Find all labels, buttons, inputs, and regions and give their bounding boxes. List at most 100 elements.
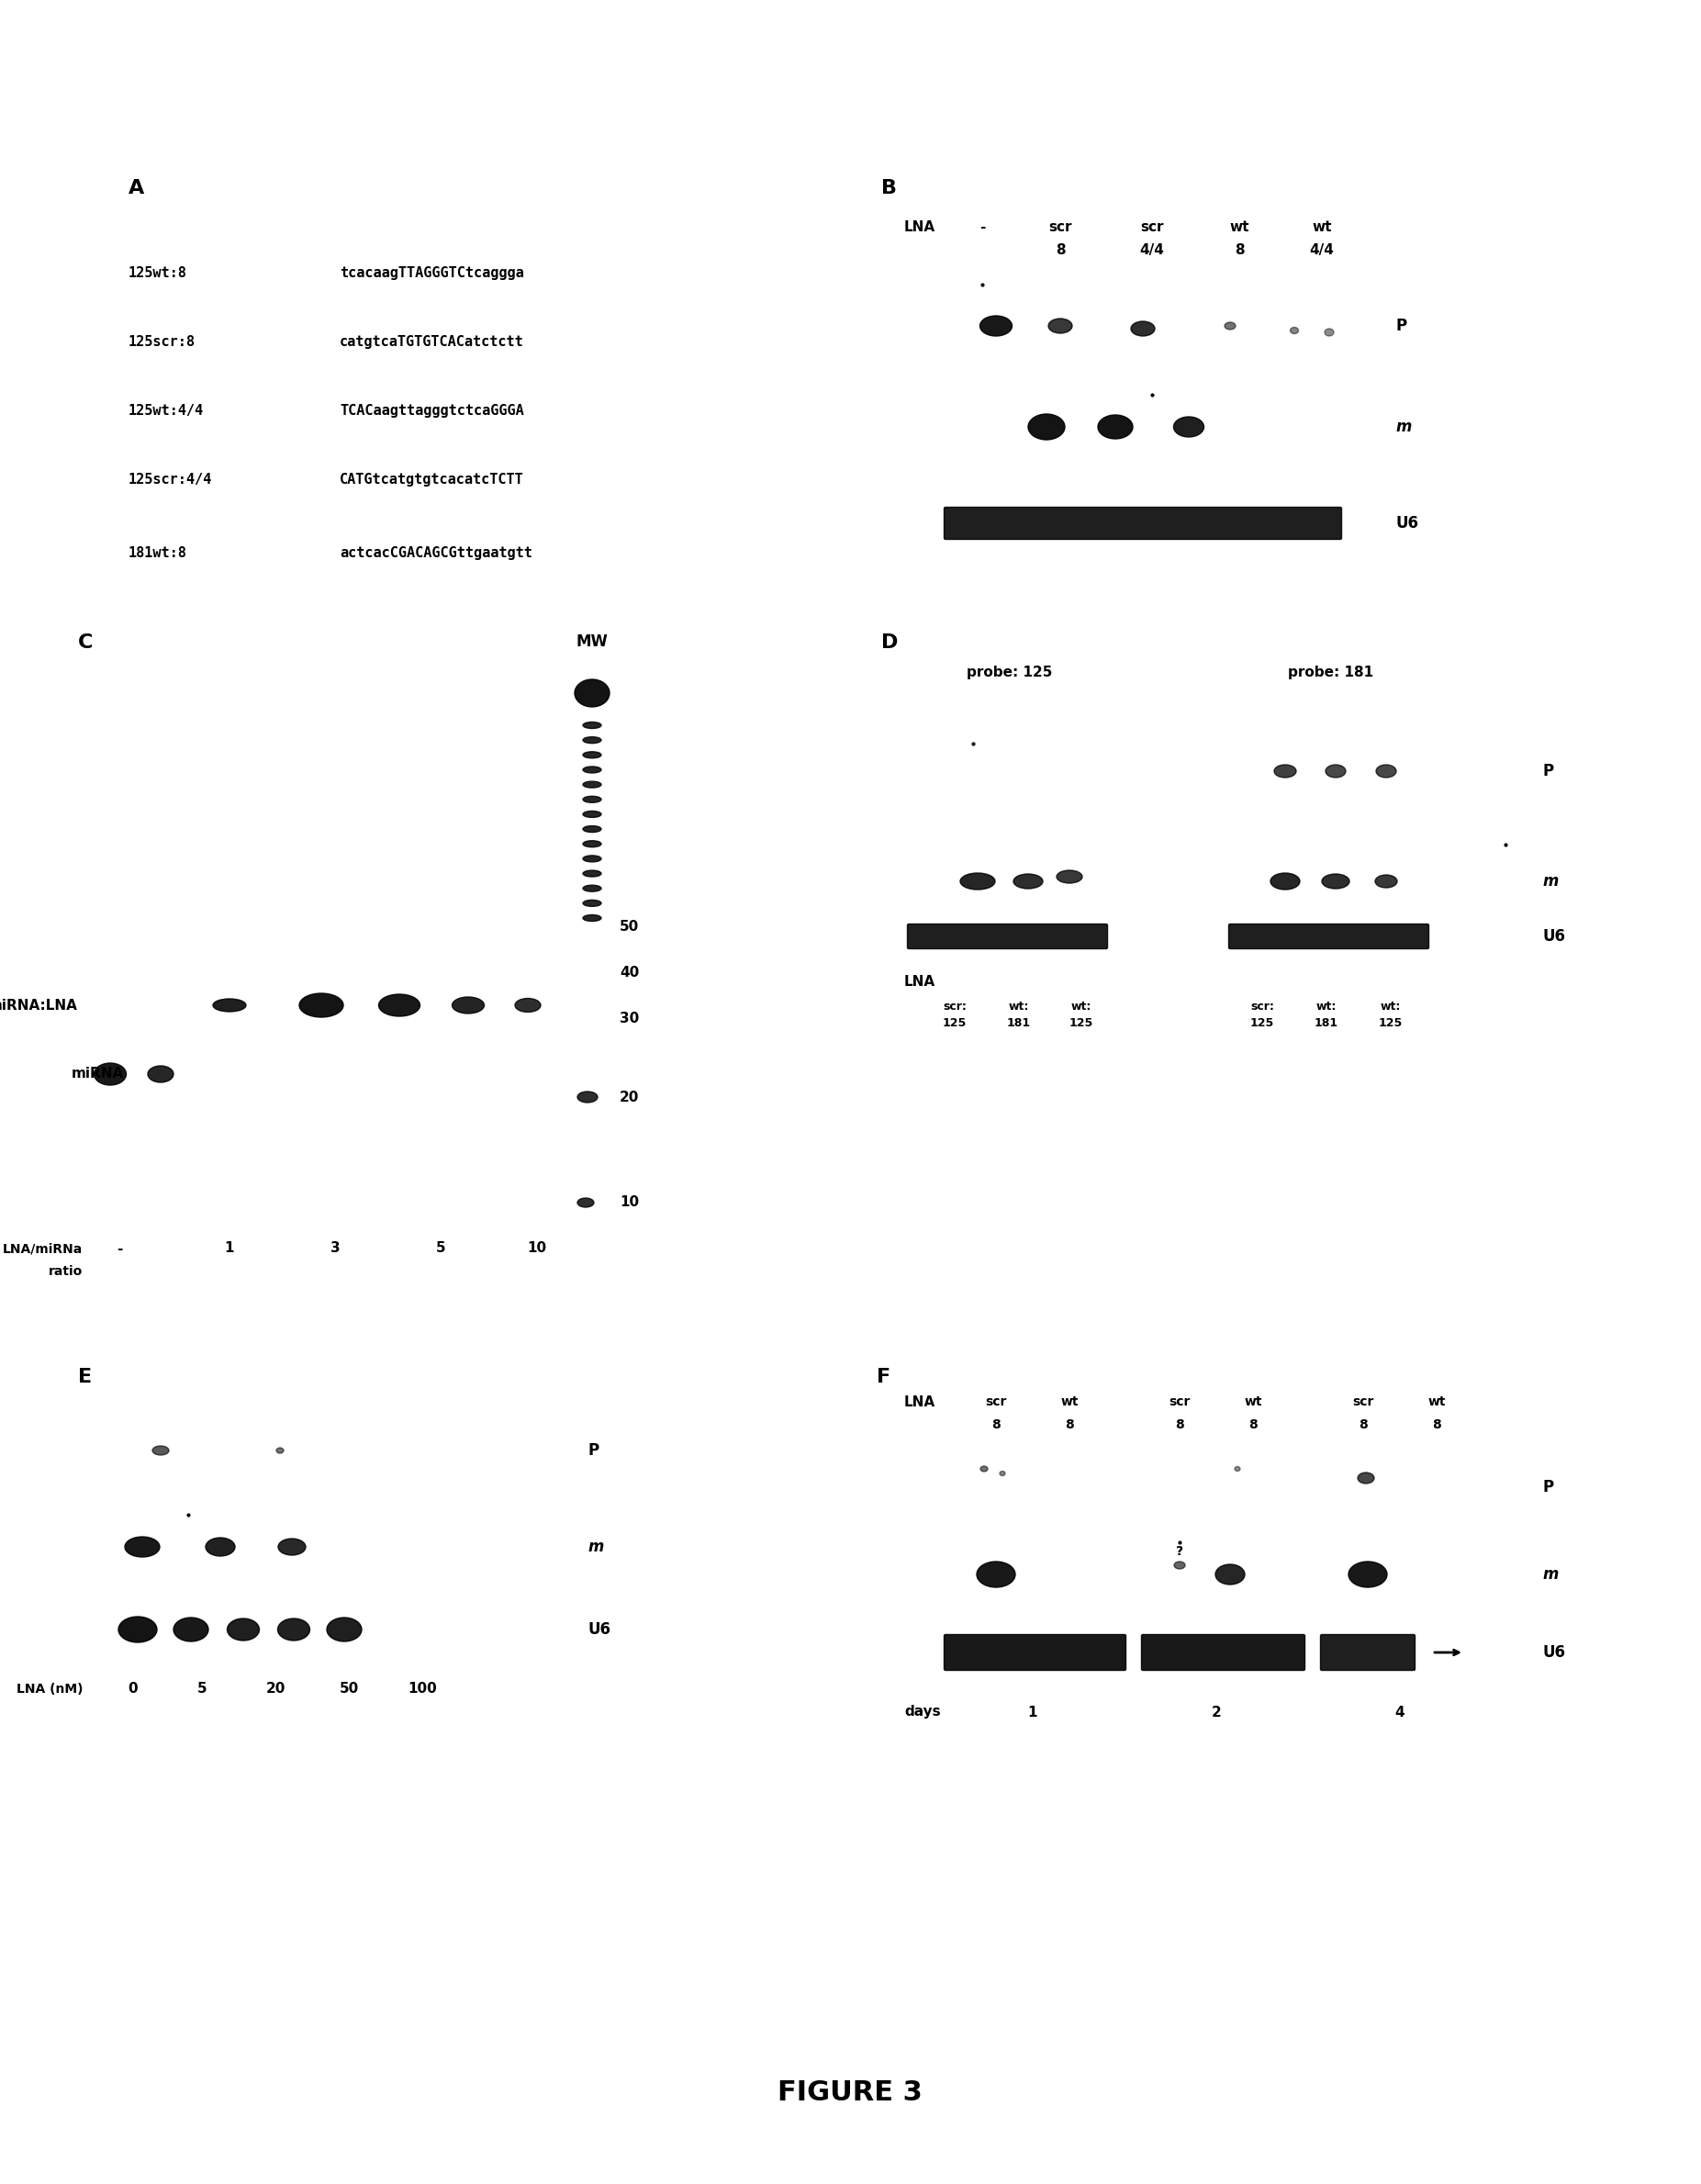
Ellipse shape xyxy=(1274,764,1296,778)
Text: 8: 8 xyxy=(992,1417,1000,1431)
Ellipse shape xyxy=(1131,321,1155,336)
Ellipse shape xyxy=(577,1092,597,1103)
Text: scr:: scr: xyxy=(942,1000,966,1013)
Ellipse shape xyxy=(94,1064,126,1085)
Text: U6: U6 xyxy=(587,1621,611,1638)
Text: 8: 8 xyxy=(1175,1417,1184,1431)
Ellipse shape xyxy=(213,998,247,1011)
Text: 125: 125 xyxy=(1380,1018,1403,1029)
Text: 20: 20 xyxy=(265,1682,286,1697)
Ellipse shape xyxy=(583,810,600,817)
Text: probe: 181: probe: 181 xyxy=(1288,666,1374,679)
Text: actcacCGACAGCGttgaatgtt: actcacCGACAGCGttgaatgtt xyxy=(340,546,532,559)
FancyBboxPatch shape xyxy=(1141,1634,1305,1671)
Text: 181: 181 xyxy=(1007,1018,1031,1029)
Ellipse shape xyxy=(1322,874,1349,889)
Ellipse shape xyxy=(515,998,541,1011)
Text: E: E xyxy=(78,1367,92,1387)
Ellipse shape xyxy=(124,1538,160,1557)
Text: -: - xyxy=(980,221,985,234)
Text: 8: 8 xyxy=(1235,242,1243,258)
Text: 125: 125 xyxy=(1070,1018,1094,1029)
Text: m: m xyxy=(1543,1566,1558,1583)
Text: 8: 8 xyxy=(1432,1417,1441,1431)
Text: 8: 8 xyxy=(1065,1417,1073,1431)
Text: 4/4: 4/4 xyxy=(1140,242,1165,258)
Text: MW: MW xyxy=(577,633,607,651)
Ellipse shape xyxy=(583,797,600,802)
Text: 8: 8 xyxy=(1359,1417,1368,1431)
Text: F: F xyxy=(876,1367,891,1387)
Text: 5: 5 xyxy=(197,1682,208,1697)
Text: wt:: wt: xyxy=(1072,1000,1092,1013)
Text: 4/4: 4/4 xyxy=(1310,242,1334,258)
Ellipse shape xyxy=(1048,319,1072,334)
Text: LNA (nM): LNA (nM) xyxy=(15,1682,83,1695)
Text: days: days xyxy=(905,1706,941,1719)
Ellipse shape xyxy=(1376,764,1397,778)
Text: 2: 2 xyxy=(1211,1706,1221,1719)
Text: 10: 10 xyxy=(619,1195,640,1210)
Ellipse shape xyxy=(1235,1468,1240,1472)
FancyBboxPatch shape xyxy=(907,924,1107,948)
Ellipse shape xyxy=(1097,415,1133,439)
Text: scr:: scr: xyxy=(1250,1000,1274,1013)
Text: wt: wt xyxy=(1311,221,1332,234)
Ellipse shape xyxy=(583,736,600,743)
Text: catgtcaTGTGTCACatctctt: catgtcaTGTGTCACatctctt xyxy=(340,334,524,349)
Text: P: P xyxy=(1395,317,1407,334)
Text: 125wt:8: 125wt:8 xyxy=(129,266,187,280)
Ellipse shape xyxy=(1357,1472,1374,1483)
Text: scr: scr xyxy=(985,1396,1007,1409)
Ellipse shape xyxy=(1216,1564,1245,1586)
Ellipse shape xyxy=(1349,1562,1386,1588)
Ellipse shape xyxy=(577,1199,594,1208)
Text: C: C xyxy=(78,633,94,651)
Ellipse shape xyxy=(1027,415,1065,439)
Text: 100: 100 xyxy=(408,1682,437,1697)
Text: 50: 50 xyxy=(338,1682,359,1697)
Text: FIGURE 3: FIGURE 3 xyxy=(777,2079,922,2105)
Ellipse shape xyxy=(379,994,420,1016)
Text: wt: wt xyxy=(1427,1396,1446,1409)
Text: 1: 1 xyxy=(1027,1706,1038,1719)
Ellipse shape xyxy=(1014,874,1043,889)
Ellipse shape xyxy=(452,996,485,1013)
Ellipse shape xyxy=(575,679,609,708)
Text: D: D xyxy=(881,633,898,651)
Text: scr: scr xyxy=(1352,1396,1374,1409)
Ellipse shape xyxy=(583,767,600,773)
Text: U6: U6 xyxy=(1395,515,1419,531)
Text: wt:: wt: xyxy=(1381,1000,1402,1013)
Text: 0: 0 xyxy=(128,1682,138,1697)
Text: 8: 8 xyxy=(1055,242,1065,258)
Text: scr: scr xyxy=(1048,221,1072,234)
Ellipse shape xyxy=(119,1616,156,1642)
Ellipse shape xyxy=(1289,328,1298,334)
Text: 125: 125 xyxy=(942,1018,966,1029)
Text: 181wt:8: 181wt:8 xyxy=(129,546,187,559)
Ellipse shape xyxy=(976,1562,1015,1588)
Text: m: m xyxy=(1395,419,1412,435)
Text: m: m xyxy=(587,1538,604,1555)
Ellipse shape xyxy=(228,1618,259,1640)
Ellipse shape xyxy=(583,751,600,758)
Text: 4: 4 xyxy=(1395,1706,1405,1719)
FancyBboxPatch shape xyxy=(1228,924,1429,948)
Text: 5: 5 xyxy=(435,1243,446,1256)
Ellipse shape xyxy=(1271,874,1300,889)
Text: miRNA: miRNA xyxy=(71,1068,124,1081)
Ellipse shape xyxy=(277,1618,310,1640)
Text: 40: 40 xyxy=(619,965,640,981)
Ellipse shape xyxy=(1000,1472,1005,1476)
Ellipse shape xyxy=(583,856,600,863)
Ellipse shape xyxy=(980,1465,988,1472)
Text: TCACaagttagggtctcaGGGA: TCACaagttagggtctcaGGGA xyxy=(340,404,524,417)
Ellipse shape xyxy=(174,1618,209,1642)
Text: 8: 8 xyxy=(1249,1417,1257,1431)
Text: 125: 125 xyxy=(1250,1018,1274,1029)
Ellipse shape xyxy=(1225,323,1235,330)
Ellipse shape xyxy=(583,841,600,847)
Text: -: - xyxy=(116,1243,122,1256)
Text: 10: 10 xyxy=(527,1243,546,1256)
